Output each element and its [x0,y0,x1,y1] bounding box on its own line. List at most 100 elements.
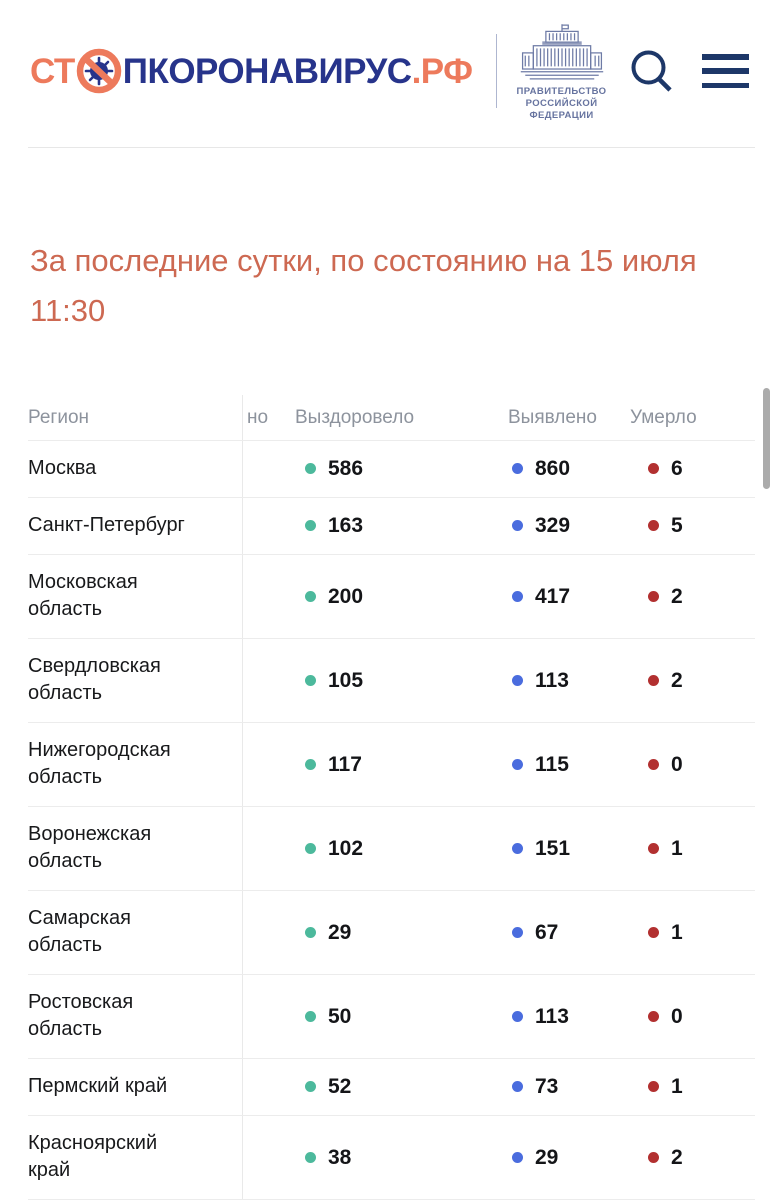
detected-dot-icon [512,590,523,602]
logo-part-koronavirus: ПКОРОНАВИРУС [122,51,412,91]
logo-part-st: СТ [30,51,75,91]
died-dot-icon [648,590,659,602]
detected-cell: 115 [508,723,630,806]
detected-cell: 417 [508,555,630,638]
recovered-dot-icon [305,1081,316,1092]
table-row: Самарская область 29 67 1 [28,891,755,975]
recovered-cell: 102 [295,807,508,890]
died-cell: 2 [630,555,755,638]
region-cell: Самарская область [28,891,243,974]
region-cell: Воронежская область [28,807,243,890]
clipped-cell [243,807,295,890]
died-cell: 5 [630,498,755,554]
recovered-cell: 38 [295,1116,508,1199]
died-dot-icon [648,463,659,474]
table-row: Пермский край 52 73 1 [28,1059,755,1116]
virus-prohibition-icon [76,48,122,94]
region-cell: Свердловская область [28,639,243,722]
died-cell: 6 [630,441,755,497]
recovered-dot-icon [305,842,316,854]
region-cell: Санкт-Петербург [28,498,243,554]
regions-stats-table[interactable]: Регион но Выздоровело Выявлено Умерло Мо… [28,395,755,1200]
page-title-line1: За последние сутки, по состоянию на 15 и… [30,243,697,278]
table-row: Ростовская область 50 113 0 [28,975,755,1059]
hamburger-menu-icon[interactable] [702,54,749,88]
clipped-cell [243,723,295,806]
government-house-icon [519,21,605,83]
died-cell: 1 [630,807,755,890]
table-row: Москва 586 860 6 [28,441,755,498]
detected-cell: 113 [508,639,630,722]
recovered-cell: 52 [295,1059,508,1115]
page-title-block: За последние сутки, по состоянию на 15 и… [30,236,771,336]
region-cell: Московская область [28,555,243,638]
recovered-dot-icon [305,926,316,938]
recovered-dot-icon [305,520,316,531]
government-emblem[interactable]: ПРАВИТЕЛЬСТВО РОССИЙСКОЙ ФЕДЕРАЦИИ [517,21,607,122]
table-row: Московская область 200 417 2 [28,555,755,639]
recovered-cell: 29 [295,891,508,974]
column-header-clipped-fragment: но [247,407,269,428]
died-dot-icon [648,1010,659,1022]
recovered-dot-icon [305,590,316,602]
gov-label-line2: РОССИЙСКОЙ [525,97,598,109]
detected-cell: 329 [508,498,630,554]
detected-dot-icon [512,1010,523,1022]
table-row: Санкт-Петербург 163 329 5 [28,498,755,555]
detected-dot-icon [512,463,523,474]
died-dot-icon [648,1081,659,1092]
column-header-recovered: Выздоровело [295,407,415,428]
recovered-cell: 105 [295,639,508,722]
died-cell: 2 [630,1116,755,1199]
table-row: Свердловская область 105 113 2 [28,639,755,723]
detected-cell: 113 [508,975,630,1058]
recovered-dot-icon [305,463,316,474]
detected-dot-icon [512,1151,523,1163]
recovered-dot-icon [305,1010,316,1022]
clipped-cell [243,975,295,1058]
died-dot-icon [648,520,659,531]
detected-cell: 67 [508,891,630,974]
search-icon[interactable] [629,48,675,94]
region-cell: Красноярский край [28,1116,243,1199]
table-row: Воронежская область 102 151 1 [28,807,755,891]
detected-dot-icon [512,926,523,938]
table-row: Красноярский край 38 29 2 [28,1116,755,1200]
region-cell: Москва [28,441,243,497]
detected-cell: 860 [508,441,630,497]
detected-dot-icon [512,520,523,531]
recovered-cell: 163 [295,498,508,554]
site-header: СТ ПКОРОНАВИРУС .РФ [0,0,771,148]
clipped-cell [243,1059,295,1115]
recovered-cell: 50 [295,975,508,1058]
detected-dot-icon [512,674,523,686]
region-cell: Ростовская область [28,975,243,1058]
detected-cell: 151 [508,807,630,890]
died-cell: 1 [630,1059,755,1115]
page-scrollbar-thumb[interactable] [763,388,770,489]
recovered-dot-icon [305,1151,316,1163]
died-cell: 2 [630,639,755,722]
died-dot-icon [648,842,659,854]
region-cell: Пермский край [28,1059,243,1115]
table-body: Москва 586 860 6 Санкт-Петербург 163 329 [28,441,755,1200]
clipped-cell [243,1116,295,1199]
clipped-cell [243,891,295,974]
detected-cell: 29 [508,1116,630,1199]
died-cell: 0 [630,975,755,1058]
died-dot-icon [648,926,659,938]
column-header-died: Умерло [630,407,697,428]
clipped-cell [243,498,295,554]
detected-dot-icon [512,758,523,770]
recovered-dot-icon [305,674,316,686]
column-header-region: Регион [28,395,243,440]
clipped-cell [243,441,295,497]
detected-dot-icon [512,842,523,854]
table-header-row: Регион но Выздоровело Выявлено Умерло [28,395,755,441]
detected-cell: 73 [508,1059,630,1115]
clipped-cell [243,555,295,638]
site-logo[interactable]: СТ ПКОРОНАВИРУС .РФ [30,48,473,94]
recovered-cell: 586 [295,441,508,497]
recovered-dot-icon [305,758,316,770]
died-dot-icon [648,758,659,770]
